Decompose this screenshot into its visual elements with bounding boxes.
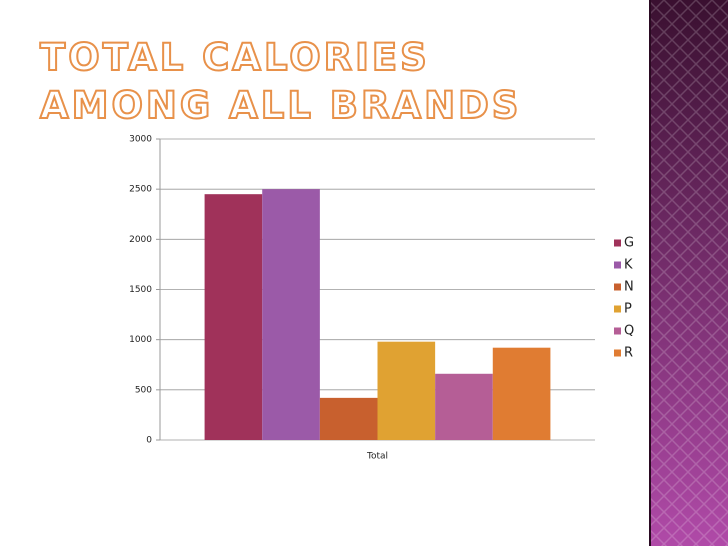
legend-swatch — [614, 349, 621, 357]
legend-label: R — [624, 346, 633, 361]
legend-swatch — [614, 327, 621, 335]
legend-label: K — [624, 258, 633, 273]
legend-swatch — [614, 283, 621, 291]
bar — [204, 194, 263, 440]
legend-label: G — [624, 236, 634, 251]
y-tick-label: 1000 — [129, 335, 152, 345]
legend-label: N — [624, 280, 634, 295]
y-tick-label: 2500 — [129, 185, 152, 195]
y-tick-label: 1500 — [129, 285, 152, 295]
bar — [319, 397, 378, 440]
y-tick-label: 0 — [146, 436, 152, 446]
legend-swatch — [614, 305, 621, 313]
decor-pattern — [650, 0, 728, 546]
x-tick-label: Total — [366, 452, 388, 462]
bar — [262, 189, 320, 440]
legend-swatch — [614, 261, 621, 269]
y-tick-label: 3000 — [129, 135, 152, 145]
legend-label: P — [624, 302, 632, 317]
chart-title: Total Calories Among All Brands — [39, 35, 522, 128]
legend-swatch — [614, 239, 621, 247]
bar — [435, 373, 493, 440]
y-tick-label: 500 — [135, 385, 152, 395]
bar — [492, 347, 551, 440]
y-tick-label: 2000 — [129, 235, 152, 245]
bar — [377, 341, 436, 440]
legend-label: Q — [624, 324, 634, 339]
